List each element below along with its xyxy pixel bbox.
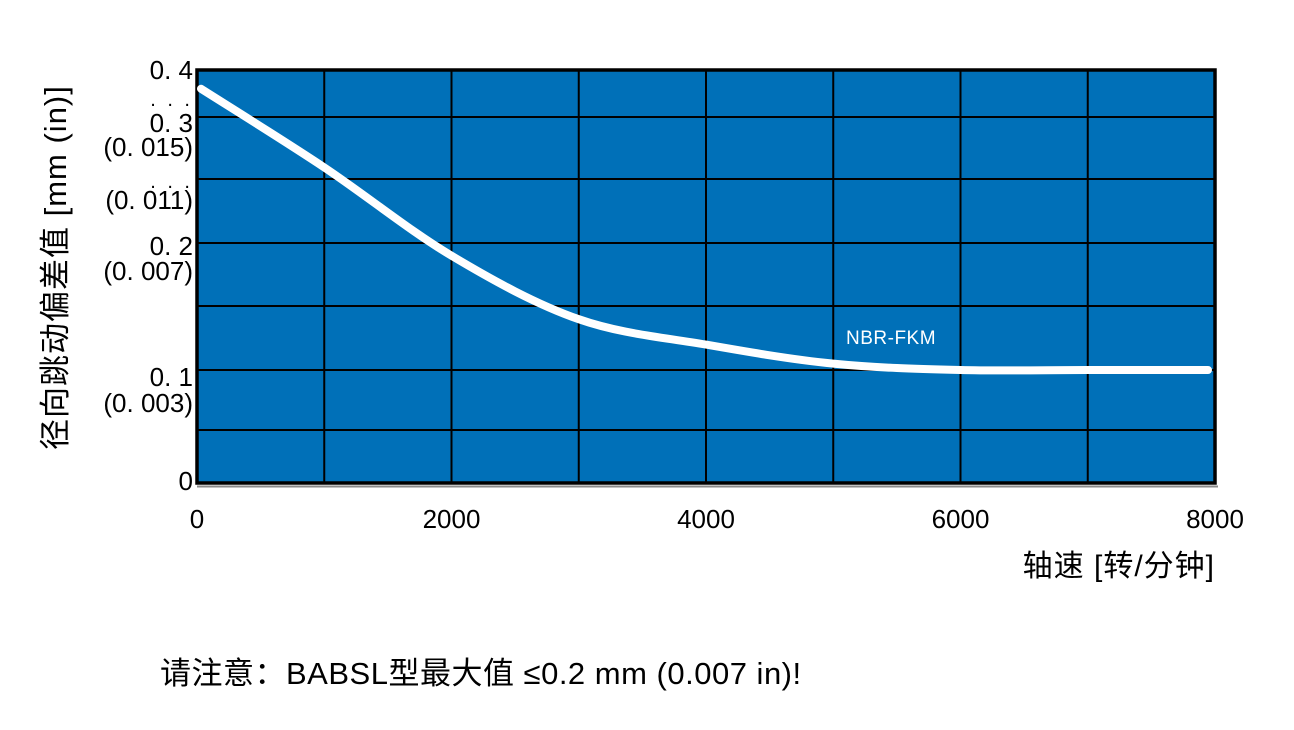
x-axis-title: 轴速 [转/分钟] bbox=[1022, 550, 1215, 583]
y-tick-label: (0. 007) bbox=[103, 256, 193, 286]
x-tick-label: 8000 bbox=[1186, 504, 1244, 534]
y-tick-label: 0. 2 bbox=[149, 231, 193, 261]
y-tick-label: 0. 1 bbox=[149, 362, 193, 392]
y-tick-label: 0 bbox=[178, 466, 193, 496]
x-tick-label: 4000 bbox=[677, 504, 735, 534]
y-tick-label: 0. 4 bbox=[149, 55, 193, 85]
y-tick-label: (0. 015) bbox=[103, 132, 193, 162]
y-axis-scale-break-dots: . . . bbox=[150, 89, 193, 111]
x-tick-label: 6000 bbox=[931, 504, 990, 534]
x-tick-label: 0 bbox=[189, 504, 205, 534]
curve-nbr-fkm bbox=[197, 84, 1212, 375]
y-tick-label: (0. 011) bbox=[105, 185, 193, 215]
y-axis-scale-break-dots: . . . bbox=[150, 171, 193, 193]
y-tick-label: (0. 003) bbox=[103, 388, 193, 418]
x-tick-label: 2000 bbox=[422, 504, 481, 534]
y-tick-label: 0. 3 bbox=[149, 108, 193, 138]
note-text: 请注意：BABSL型最大值 ≤0.2 mm (0.007 in)! bbox=[160, 656, 802, 691]
plot-border bbox=[195, 68, 1217, 485]
curve-series-label: NBR-FKM bbox=[846, 328, 937, 349]
